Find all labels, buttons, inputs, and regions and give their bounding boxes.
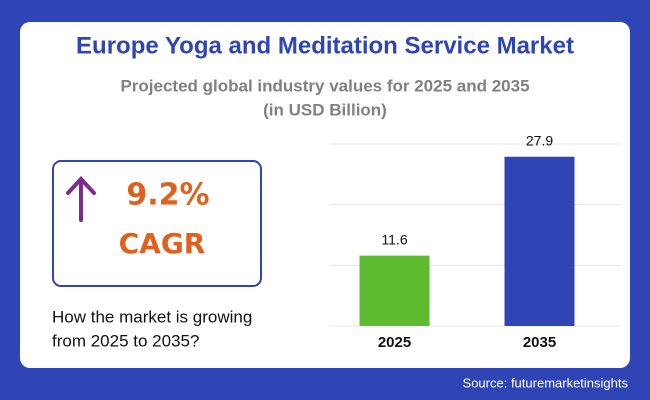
up-arrow: [66, 176, 96, 222]
value-label: 27.9: [526, 132, 553, 148]
bar: [504, 156, 575, 326]
card: [20, 22, 630, 368]
x-tick-label: 2025: [378, 334, 411, 351]
bar-chart: 11.6 2025 27.9 2035: [330, 132, 620, 351]
cagr-box: [52, 160, 262, 287]
cagr-value: 9.2%: [126, 178, 209, 213]
cagr-label: CAGR: [119, 227, 206, 260]
subtitle: (in USD Billion): [263, 100, 387, 119]
value-label: 11.6: [381, 231, 407, 247]
x-tick-label: 2035: [523, 334, 556, 351]
bar: [359, 255, 430, 326]
question: How the market is growing: [52, 307, 252, 326]
question: from 2025 to 2035?: [52, 331, 199, 350]
source: Source: futuremarketinsights: [463, 375, 629, 390]
subtitle: Projected global industry values for 202…: [120, 76, 529, 95]
title: Europe Yoga and Meditation Service Marke…: [76, 32, 574, 59]
